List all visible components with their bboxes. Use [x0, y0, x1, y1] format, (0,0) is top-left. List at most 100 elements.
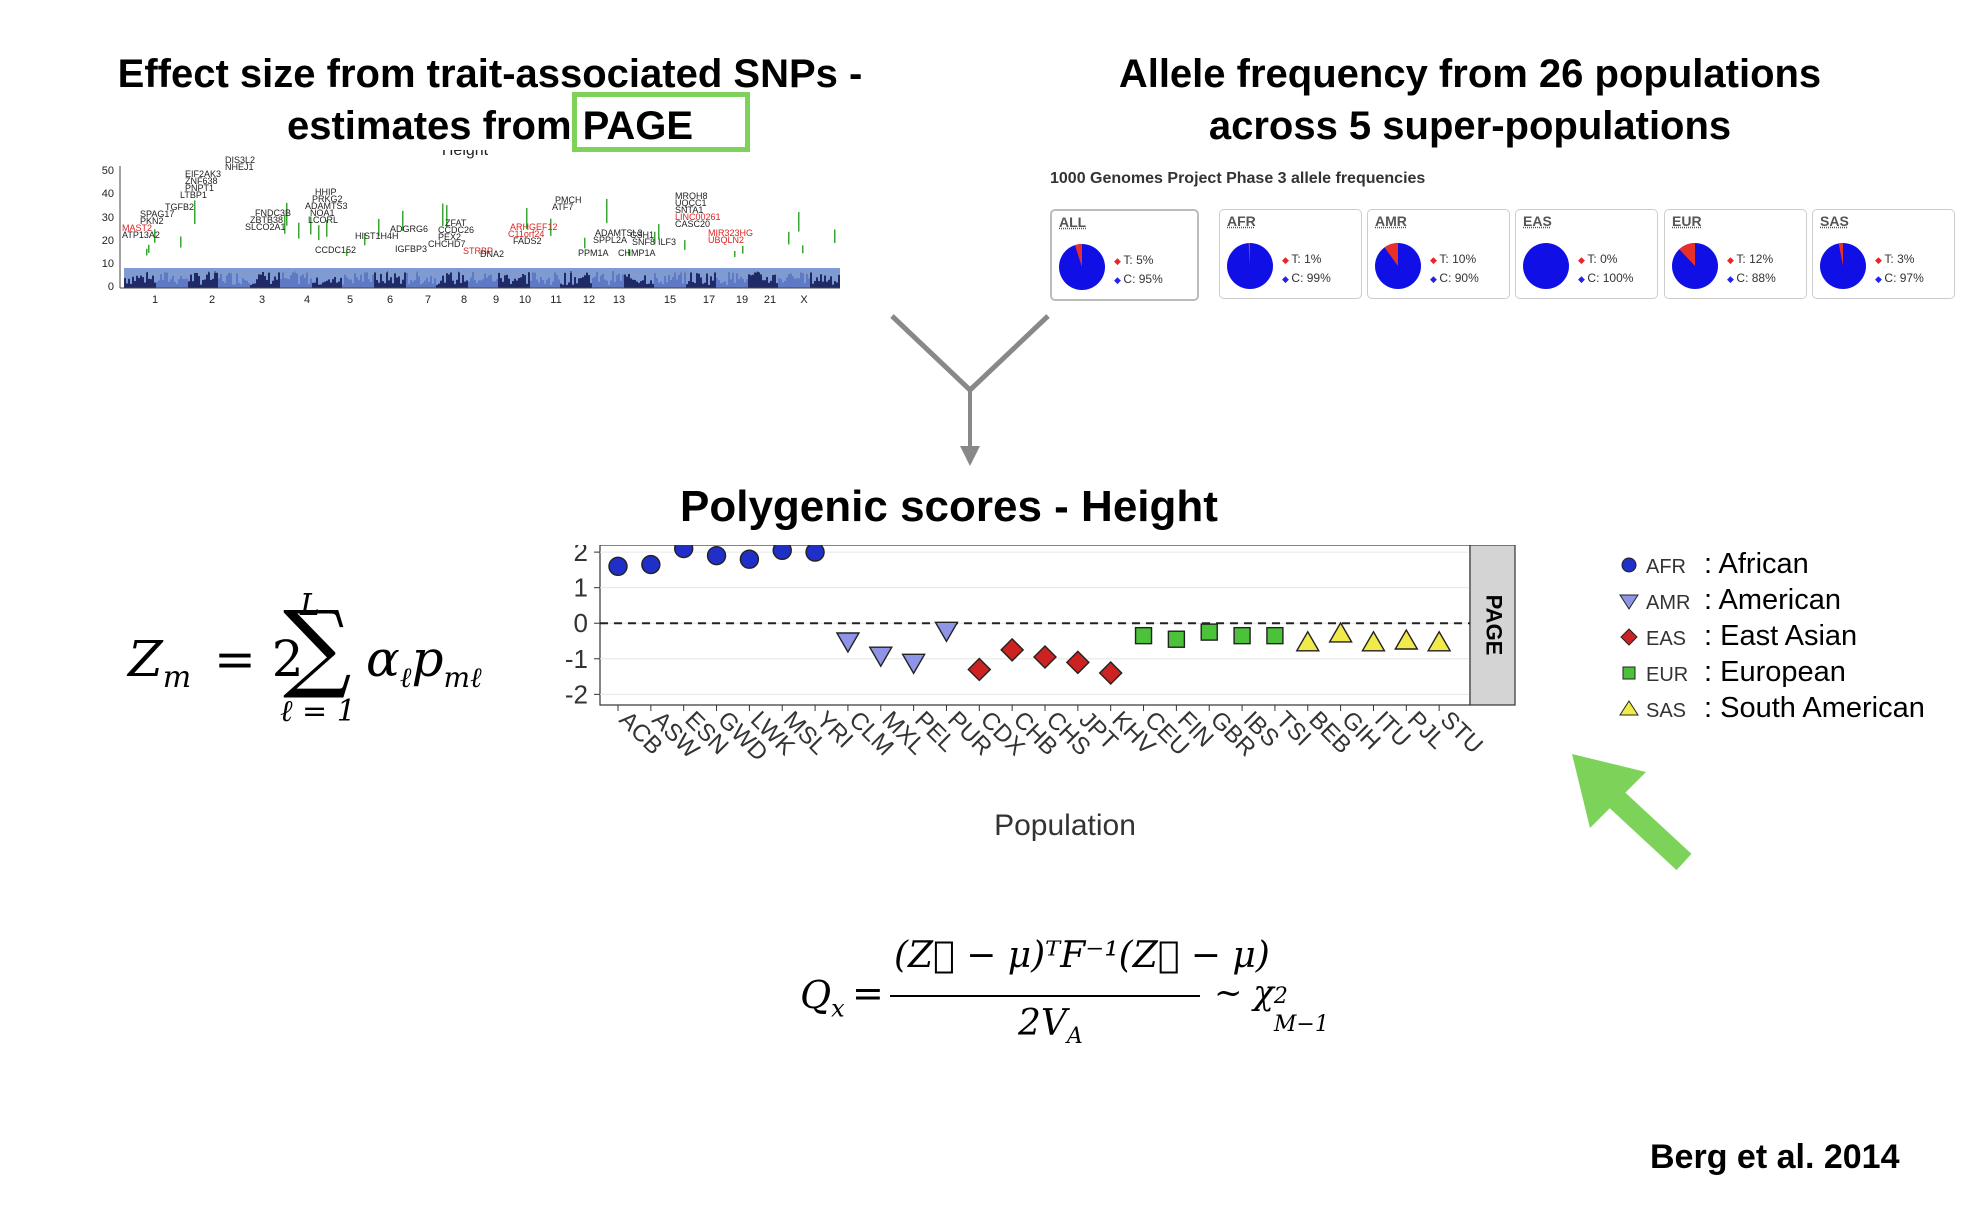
manhattan-point — [650, 280, 652, 288]
manhattan-point — [276, 279, 278, 288]
manhattan-point — [738, 279, 740, 288]
manhattan-point — [250, 284, 252, 288]
manhattan-point — [730, 279, 732, 288]
manhattan-point — [210, 279, 212, 288]
manhattan-point — [642, 280, 644, 288]
manhattan-point — [248, 283, 250, 288]
manhattan-point — [132, 276, 134, 288]
manhattan-signal — [442, 203, 444, 227]
manhattan-gene-label: CHCHD7 — [428, 239, 466, 249]
manhattan-point — [778, 277, 780, 288]
manhattan-point — [456, 279, 458, 288]
manhattan-gene-label: C11orf24 — [508, 229, 544, 239]
manhattan-point — [300, 275, 302, 288]
y-tick-label: 0 — [574, 608, 588, 638]
manhattan-point — [396, 277, 398, 288]
allele-panel-eas[interactable]: EAS T: 0% C: 100% — [1515, 209, 1658, 299]
point-jpt — [1065, 650, 1090, 675]
manhattan-gene-label: ADAMTS3 — [305, 201, 348, 211]
manhattan-x-tick: 4 — [304, 294, 310, 306]
manhattan-point — [292, 272, 294, 288]
manhattan-point — [192, 281, 194, 288]
manhattan-point — [496, 278, 498, 288]
allele-pie — [1375, 243, 1421, 289]
legend-code: AFR — [1646, 556, 1686, 578]
y-tick-label: 1 — [574, 573, 588, 603]
manhattan-point — [802, 273, 804, 288]
point-mxl — [868, 646, 893, 668]
point-stu — [1426, 630, 1452, 652]
manhattan-point — [744, 282, 746, 288]
manhattan-point — [330, 282, 332, 288]
manhattan-signal — [378, 218, 380, 237]
manhattan-point — [130, 283, 132, 288]
manhattan-point — [242, 278, 244, 288]
manhattan-x-tick: 9 — [493, 294, 499, 306]
manhattan-point — [784, 280, 786, 288]
manhattan-point — [414, 280, 416, 288]
manhattan-point — [274, 276, 276, 288]
manhattan-point — [334, 277, 336, 288]
manhattan-x-tick: 19 — [736, 294, 748, 306]
manhattan-gene-label: PKN2 — [140, 216, 164, 226]
manhattan-point — [402, 279, 404, 288]
allele-panel-sas[interactable]: SAS T: 3% C: 97% — [1812, 209, 1955, 299]
effect-size-title-line1: Effect size from trait-associated SNPs - — [117, 52, 863, 96]
zm-p: p — [411, 630, 444, 688]
manhattan-signal — [298, 222, 300, 239]
manhattan-point — [140, 275, 142, 288]
legend-code: AMR — [1646, 592, 1691, 614]
manhattan-point — [546, 279, 548, 288]
allele-panel-afr[interactable]: AFR T: 1% C: 99% — [1219, 209, 1362, 299]
manhattan-point — [684, 271, 686, 288]
legend-item-eas: EAS: East Asian — [1618, 620, 1857, 653]
manhattan-point — [316, 277, 318, 288]
manhattan-point — [552, 281, 554, 288]
point-yri — [805, 545, 825, 562]
manhattan-point — [244, 280, 246, 288]
manhattan-point — [526, 283, 528, 288]
manhattan-point — [484, 273, 486, 288]
manhattan-point — [406, 272, 408, 288]
allele-panel-amr[interactable]: AMR T: 10% C: 90% — [1367, 209, 1510, 299]
legend-code: SAS — [1646, 700, 1687, 722]
point-acb — [608, 556, 628, 577]
zm-sum-upper: L — [300, 588, 320, 623]
manhattan-gene-label: ZNF638 — [185, 176, 218, 186]
manhattan-point — [438, 283, 440, 288]
allele-pie — [1820, 243, 1866, 289]
manhattan-point — [464, 281, 466, 288]
manhattan-point — [576, 283, 578, 288]
manhattan-point — [412, 281, 414, 288]
manhattan-point — [124, 278, 126, 288]
manhattan-gene-label: CSH1 — [630, 230, 654, 240]
manhattan-point — [724, 281, 726, 288]
manhattan-point — [280, 279, 282, 288]
manhattan-point — [128, 278, 130, 288]
allele-panel-all[interactable]: ALL T: 5% C: 95% — [1050, 209, 1199, 301]
allele-panel-label: ALL — [1059, 214, 1087, 230]
manhattan-point — [240, 284, 242, 288]
manhattan-point — [362, 281, 364, 288]
manhattan-point — [370, 282, 372, 288]
manhattan-point — [564, 272, 566, 288]
manhattan-point — [290, 275, 292, 288]
allele-panel-eur[interactable]: EUR T: 12% C: 88% — [1664, 209, 1807, 299]
manhattan-point — [288, 279, 290, 288]
manhattan-point — [560, 283, 562, 288]
manhattan-point — [486, 277, 488, 288]
pie-slice-t — [1384, 243, 1398, 266]
manhattan-point — [772, 275, 774, 288]
manhattan-point — [264, 276, 266, 288]
manhattan-point — [312, 282, 314, 288]
manhattan-point — [806, 273, 808, 288]
manhattan-point — [694, 283, 696, 288]
manhattan-signal — [364, 233, 366, 246]
point-ceu — [1134, 626, 1153, 645]
manhattan-title: Height — [442, 150, 489, 159]
manhattan-point — [788, 274, 790, 288]
manhattan-point — [348, 279, 350, 288]
manhattan-point — [416, 271, 418, 288]
manhattan-point — [168, 281, 170, 288]
manhattan-point — [424, 280, 426, 288]
